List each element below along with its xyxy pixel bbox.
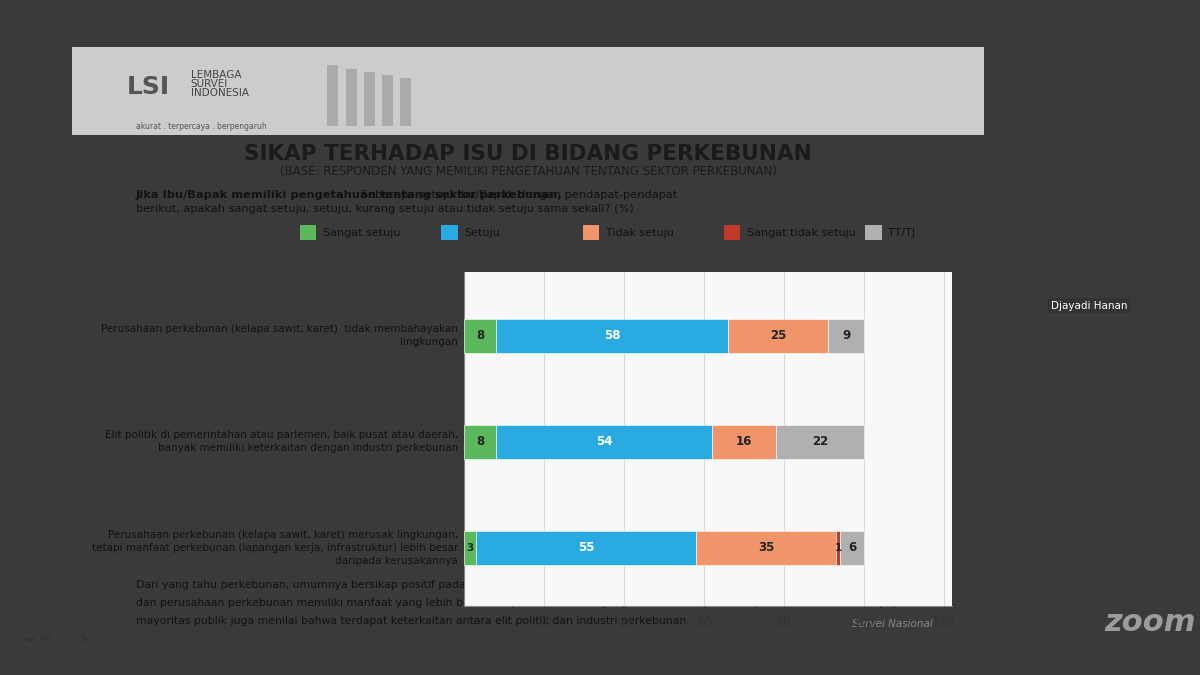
Text: (BASE: RESPONDEN YANG MEMILIKI PENGETAHUAN TENTANG SEKTOR PERKEBUNAN): (BASE: RESPONDEN YANG MEMILIKI PENGETAHU… [280, 165, 776, 178]
Bar [476, 531, 696, 565]
Bar [840, 531, 864, 565]
Text: 35: 35 [758, 541, 774, 554]
Text: Perusahaan perkebunan (kelapa sawit, karet) merusak lingkungan,
tetapi manfaat p: Perusahaan perkebunan (kelapa sawit, kar… [92, 530, 458, 566]
Bar [300, 225, 317, 240]
Text: INDONESIA: INDONESIA [191, 88, 248, 98]
Bar [696, 531, 836, 565]
Bar [401, 78, 412, 126]
Bar [583, 225, 599, 240]
Text: 3: 3 [467, 543, 474, 553]
Bar [364, 72, 374, 126]
Text: Perusahaan perkebunan (kelapa sawit, karet)  tidak membahayakan
lingkungan: Perusahaan perkebunan (kelapa sawit, kar… [101, 324, 458, 347]
Bar [464, 319, 496, 352]
Bar [836, 531, 840, 565]
Text: berikut, apakah sangat setuju, setuju, kurang setuju atau tidak setuju sama seka: berikut, apakah sangat setuju, setuju, k… [136, 205, 634, 215]
Bar [346, 69, 356, 126]
Text: 58: 58 [604, 329, 620, 342]
Text: Sangat tidak setuju: Sangat tidak setuju [746, 227, 856, 238]
Text: 6: 6 [848, 541, 857, 554]
Bar [724, 225, 740, 240]
Bar [776, 425, 864, 459]
Bar [442, 225, 457, 240]
Bar [382, 75, 394, 126]
Text: akurat . terpercaya . berpengaruh: akurat . terpercaya . berpengaruh [136, 122, 266, 131]
FancyBboxPatch shape [72, 47, 984, 135]
Bar [328, 65, 338, 126]
Text: Survei Nasional: Survei Nasional [852, 620, 934, 629]
Text: 54: 54 [596, 435, 612, 448]
Text: ◄  ✏  ☐  ➤: ◄ ✏ ☐ ➤ [24, 633, 90, 646]
Text: Jika Ibu/Bapak memiliki pengetahuan tentang sektor perkebunan,: Jika Ibu/Bapak memiliki pengetahuan tent… [136, 190, 563, 200]
Text: 16: 16 [736, 435, 752, 448]
Text: mayoritas publik juga menilai bahwa terdapat keterkaitan antara elit politik dan: mayoritas publik juga menilai bahwa terd… [136, 616, 690, 626]
Text: dan perusahaan perkebunan memiliki manfaat yang lebih besar daripada kerusakan y: dan perusahaan perkebunan memiliki manfa… [136, 598, 779, 608]
Text: 22: 22 [812, 435, 828, 448]
Text: Djayadi Hanan: Djayadi Hanan [1051, 300, 1127, 310]
Text: Dari yang tahu perkebunan, umumnya bersikap positif pada perusahaan perkebunan, : Dari yang tahu perkebunan, umumnya bersi… [136, 580, 824, 590]
Bar [865, 225, 882, 240]
Text: 8: 8 [476, 435, 485, 448]
Text: 25: 25 [770, 329, 786, 342]
Text: Elit politik di pemerintahan atau parlemen, baik pusat atau daerah,
banyak memil: Elit politik di pemerintahan atau parlem… [106, 430, 458, 454]
Bar [496, 319, 728, 352]
Text: TT/TJ: TT/TJ [888, 227, 916, 238]
Bar [464, 425, 496, 459]
Text: Sangat setuju: Sangat setuju [323, 227, 400, 238]
Bar [712, 425, 776, 459]
Text: SIKAP TERHADAP ISU DI BIDANG PERKEBUNAN: SIKAP TERHADAP ISU DI BIDANG PERKEBUNAN [244, 144, 812, 163]
Text: SURVEI: SURVEI [191, 79, 228, 88]
Text: 38: 38 [884, 575, 901, 589]
Text: LSI: LSI [127, 75, 170, 99]
Bar [828, 319, 864, 352]
Bar [728, 319, 828, 352]
Text: Setuju: Setuju [464, 227, 500, 238]
Text: zoom: zoom [1104, 608, 1195, 637]
Text: Tidak setuju: Tidak setuju [606, 227, 673, 238]
Text: 8/8/21: 8/8/21 [871, 597, 914, 610]
Bar [496, 425, 712, 459]
Text: 55: 55 [578, 541, 594, 554]
Text: Seberapa setuju Ibu/Bapak dengan pendapat-pendapat: Seberapa setuju Ibu/Bapak dengan pendapa… [136, 190, 677, 200]
Text: 9: 9 [842, 329, 851, 342]
Text: 8: 8 [476, 329, 485, 342]
Bar [464, 531, 476, 565]
Text: LEMBAGA: LEMBAGA [191, 70, 241, 80]
Text: 1: 1 [834, 543, 841, 553]
